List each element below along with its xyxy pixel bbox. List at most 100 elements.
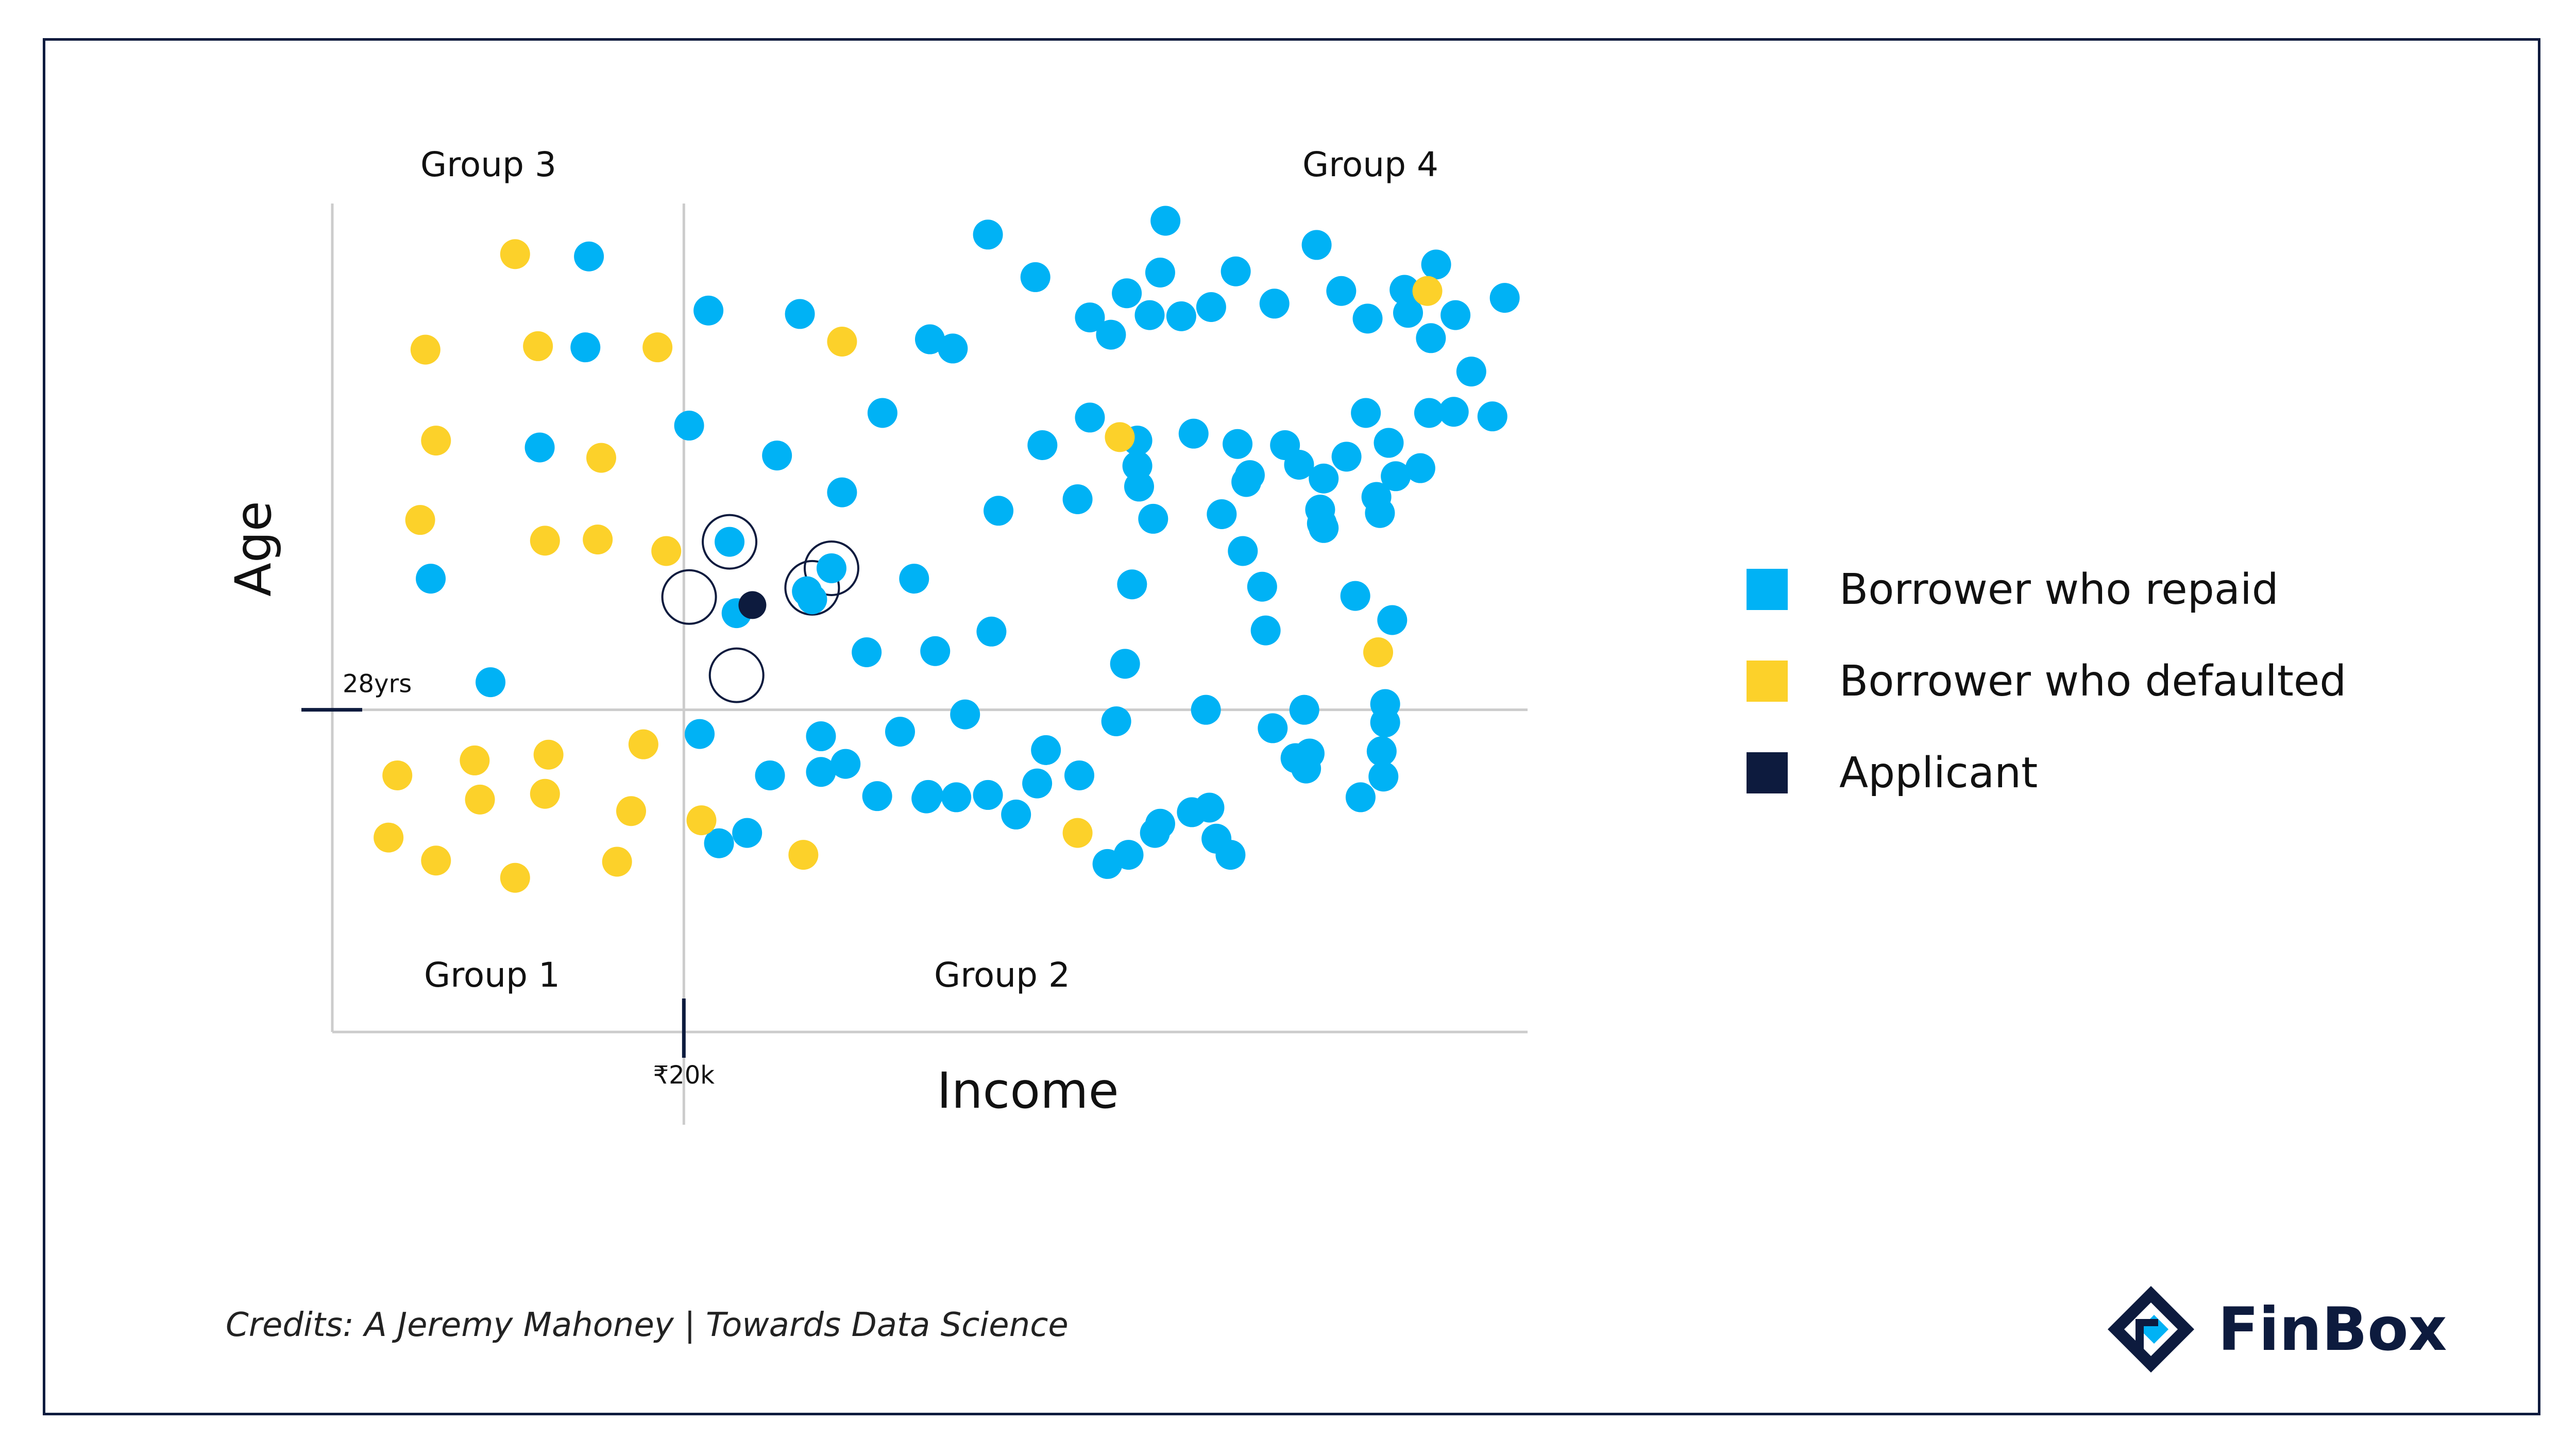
borrower-who-repaid-point — [984, 496, 1014, 526]
borrower-who-defaulted-point — [1363, 637, 1393, 667]
borrower-who-defaulted-point — [602, 847, 632, 877]
neighbor-ring — [784, 560, 840, 616]
borrower-who-repaid-point — [1092, 849, 1123, 879]
group-2-label: Group 2 — [934, 955, 1070, 995]
borrower-who-repaid-point — [1145, 808, 1175, 839]
borrower-who-repaid-point — [885, 717, 915, 747]
borrower-who-defaulted-point — [530, 526, 560, 556]
borrower-who-repaid-point — [806, 721, 836, 752]
borrower-who-repaid-point — [1368, 762, 1399, 792]
borrower-who-defaulted-point — [616, 796, 646, 826]
borrower-who-defaulted-point — [686, 805, 717, 836]
borrower-who-repaid-point — [1405, 453, 1435, 483]
borrower-who-repaid-point — [806, 757, 836, 787]
borrower-who-repaid-point — [1231, 467, 1262, 497]
borrower-who-defaulted-point — [1412, 276, 1443, 306]
age-threshold-label: 28yrs — [343, 670, 412, 699]
borrower-who-repaid-point — [1365, 498, 1395, 528]
borrower-who-repaid-point — [1366, 736, 1397, 767]
brand-name: FinBox — [2218, 1294, 2447, 1364]
borrower-who-repaid-point — [1075, 402, 1105, 433]
group-1-label: Group 1 — [424, 955, 560, 995]
borrower-who-repaid-point — [1340, 581, 1370, 611]
borrower-who-repaid-point — [1381, 461, 1411, 492]
group-4-label: Group 4 — [1302, 145, 1438, 184]
borrower-who-repaid-point — [867, 398, 897, 428]
borrower-who-repaid-point — [1326, 276, 1357, 306]
legend-label-repaid: Borrower who repaid — [1839, 565, 2279, 614]
borrower-who-repaid-point — [1196, 292, 1226, 322]
borrower-who-repaid-point — [1064, 760, 1094, 790]
legend-label-applicant: Applicant — [1839, 748, 2038, 798]
group-3-label: Group 3 — [420, 145, 556, 184]
borrower-who-repaid-point — [1247, 571, 1277, 602]
borrower-who-repaid-point — [1101, 706, 1131, 736]
income-threshold-label: ₹20k — [653, 1061, 715, 1090]
borrower-who-repaid-point — [1124, 471, 1154, 502]
borrower-who-repaid-point — [1112, 278, 1142, 309]
borrower-who-repaid-point — [1096, 319, 1126, 350]
borrower-who-repaid-point — [1022, 768, 1053, 799]
x-axis-title: Income — [937, 1062, 1118, 1120]
borrower-who-repaid-point — [913, 780, 943, 810]
borrower-who-repaid-point — [1309, 513, 1339, 543]
borrower-who-repaid-point — [1351, 398, 1381, 428]
borrower-who-repaid-point — [1150, 206, 1181, 236]
borrower-who-repaid-point — [1031, 735, 1061, 765]
borrower-who-defaulted-point — [533, 739, 564, 770]
borrower-who-repaid-point — [1138, 503, 1168, 534]
borrower-who-repaid-point — [973, 219, 1003, 250]
borrower-who-defaulted-point — [523, 331, 553, 361]
borrower-who-repaid-point — [674, 411, 704, 441]
borrower-who-repaid-point — [1393, 298, 1423, 328]
borrower-who-repaid-point — [693, 295, 724, 326]
borrower-who-repaid-point — [785, 299, 815, 329]
borrower-who-repaid-point — [1228, 536, 1258, 566]
borrower-who-repaid-point — [973, 780, 1003, 810]
borrower-who-repaid-point — [1027, 430, 1058, 460]
borrower-who-defaulted-point — [500, 862, 530, 893]
borrower-who-repaid-point — [862, 781, 892, 811]
borrower-who-repaid-point — [1331, 442, 1362, 472]
borrower-who-repaid-point — [1221, 256, 1251, 286]
borrower-who-repaid-point — [1374, 428, 1404, 458]
borrower-who-repaid-point — [570, 332, 601, 363]
legend-label-defaulted: Borrower who defaulted — [1839, 656, 2347, 706]
borrower-who-repaid-point — [1289, 695, 1319, 725]
borrower-who-repaid-point — [1301, 230, 1332, 260]
borrower-who-defaulted-point — [374, 822, 404, 853]
borrower-who-repaid-point — [524, 432, 555, 463]
borrower-who-repaid-point — [1291, 753, 1321, 784]
borrower-who-repaid-point — [976, 616, 1007, 647]
borrower-who-repaid-point — [1178, 418, 1209, 449]
borrower-who-defaulted-point — [410, 334, 440, 365]
applicant-point — [738, 591, 767, 619]
nearest-neighbor-rings — [661, 514, 859, 703]
borrower-who-repaid-point — [704, 828, 734, 858]
borrower-who-repaid-point — [899, 564, 929, 594]
neighbor-ring — [803, 540, 859, 596]
borrower-who-repaid-point — [1145, 258, 1175, 287]
borrower-who-repaid-point — [762, 441, 792, 471]
borrower-who-repaid-point — [1477, 401, 1507, 432]
borrower-who-defaulted-point — [421, 845, 451, 876]
borrower-who-repaid-point — [1110, 649, 1140, 679]
borrower-who-repaid-point — [476, 667, 506, 698]
borrower-who-repaid-point — [941, 782, 972, 813]
borrower-who-repaid-point — [1416, 323, 1446, 353]
borrower-who-repaid-point — [732, 818, 762, 848]
finbox-logo-icon — [2108, 1286, 2194, 1373]
borrower-who-repaid-point — [1191, 695, 1221, 725]
borrower-who-repaid-point — [1352, 303, 1383, 334]
borrower-who-defaulted-point — [405, 505, 435, 535]
borrower-who-repaid-point — [938, 333, 968, 364]
borrower-who-repaid-point — [1223, 429, 1253, 459]
legend-swatch-repaid — [1747, 569, 1788, 610]
borrower-who-repaid-point — [1489, 283, 1520, 313]
borrower-who-repaid-point — [1414, 398, 1444, 428]
borrower-who-defaulted-point — [1062, 818, 1093, 848]
borrower-who-repaid-point — [797, 584, 827, 615]
borrower-who-repaid-point — [416, 564, 446, 594]
borrower-who-repaid-point — [685, 719, 715, 749]
